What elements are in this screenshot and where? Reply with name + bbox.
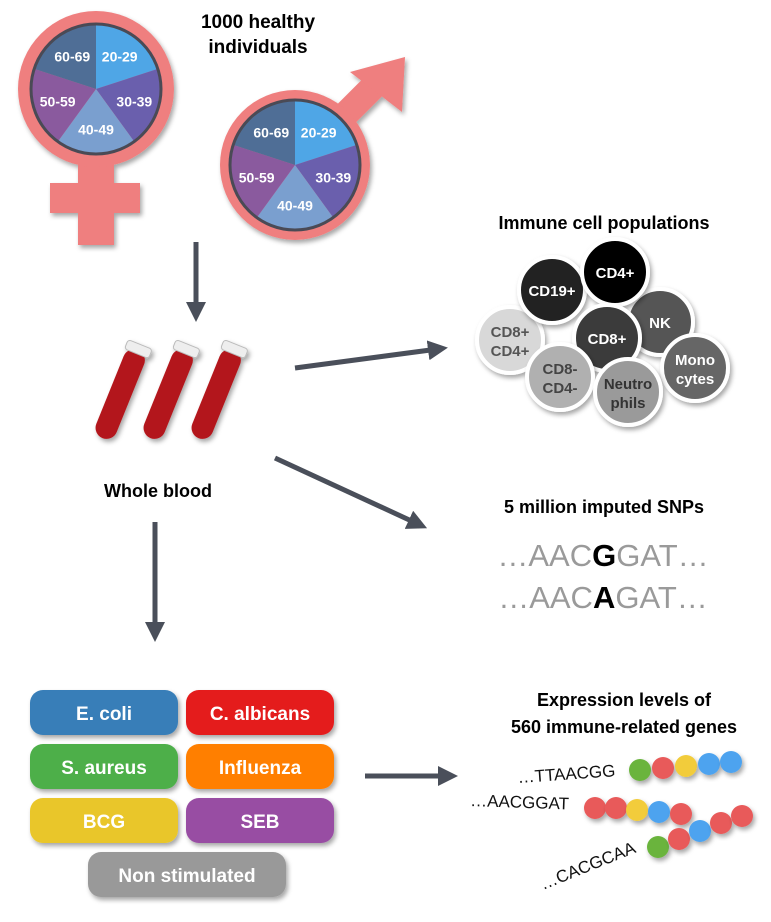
stimulus-label: BCG xyxy=(83,812,125,833)
cell-cd8cd4: CD8+ CD4+ xyxy=(475,305,545,375)
stimulus-label: Influenza xyxy=(219,758,302,779)
expression-title-line2: 560 immune-related genes xyxy=(511,717,737,737)
stimulation-conditions: E. coli C. albicans S. aureus Influenza BCG S… xyxy=(30,690,334,897)
immune-cell-bubbles: CD8+ CD4+ CD19+ NK CD4+ CD8+ CD8- CD4- Mono cytes… xyxy=(475,237,730,427)
female-slice-20-29 xyxy=(96,24,158,89)
cell-label: CD4- xyxy=(542,380,577,397)
arrow-blood-to-snps xyxy=(273,455,428,529)
stimulus-e-coli: E. coli xyxy=(30,690,178,735)
bead-red xyxy=(670,803,692,825)
stimulus-label: C. albicans xyxy=(210,704,310,725)
cohort-title-line2: individuals xyxy=(208,37,307,58)
male-slice-20-29 xyxy=(295,100,357,165)
bead-yellow xyxy=(675,755,697,777)
whole-blood-label: Whole blood xyxy=(104,481,212,501)
female-age-label: 30-39 xyxy=(116,93,152,109)
bead-yellow xyxy=(626,799,648,821)
cell-cd8cd4: CD8- CD4- xyxy=(525,342,595,412)
stimulus-bcg: BCG xyxy=(30,798,178,843)
stimulus-s-aureus: S. aureus xyxy=(30,744,178,789)
snp-sequence-1: …AACGGAT… xyxy=(497,538,708,573)
stimulus-label: E. coli xyxy=(76,704,132,725)
bead-green xyxy=(629,759,651,781)
male-age-label: 40-49 xyxy=(277,197,313,213)
cell-label: phils xyxy=(610,395,645,412)
male-slice-40-49 xyxy=(256,165,334,231)
bead-green xyxy=(647,836,669,858)
female-age-label: 40-49 xyxy=(78,121,114,137)
cell-label: CD8+ xyxy=(491,324,530,341)
female-slice-40-49 xyxy=(57,89,135,155)
stimulus-c-albicans: C. albicans xyxy=(186,690,334,735)
bead-blue xyxy=(648,801,670,823)
bead-blue xyxy=(689,820,711,842)
cell-label: CD8+ xyxy=(588,331,627,348)
bead-blue xyxy=(698,753,720,775)
female-age-label: 20-29 xyxy=(102,48,138,64)
bead-red xyxy=(710,812,732,834)
cell-label: cytes xyxy=(676,371,714,388)
female-slice-50-59 xyxy=(31,68,97,142)
gene-sequence-1: …TTAACGG xyxy=(517,761,616,787)
male-slice-50-59 xyxy=(229,144,295,218)
bead-red xyxy=(584,797,606,819)
female-pie-border xyxy=(29,22,163,156)
cell-cd19: CD19+ xyxy=(517,255,587,325)
bead-red xyxy=(605,797,627,819)
stimulus-non-stimulated: Non stimulated xyxy=(88,852,286,897)
stimulus-label: S. aureus xyxy=(61,758,147,779)
snp-sequence-2: …AACAGAT… xyxy=(498,580,708,615)
bead-red xyxy=(652,757,674,779)
cell-label: CD4+ xyxy=(596,265,635,282)
female-slice-60-69 xyxy=(34,24,96,89)
stimulus-label: Non stimulated xyxy=(118,866,255,887)
snp-variant-2: A xyxy=(593,580,615,615)
arrow-blood-to-cells xyxy=(294,340,448,371)
cohort-title-line1: 1000 healthy xyxy=(201,12,315,33)
bead-blue xyxy=(720,751,742,773)
female-age-label: 60-69 xyxy=(54,48,90,64)
stimulus-seb: SEB xyxy=(186,798,334,843)
female-slice-30-39 xyxy=(96,68,162,142)
male-age-label: 30-39 xyxy=(315,169,351,185)
male-age-label: 20-29 xyxy=(301,124,337,140)
snps-title: 5 million imputed SNPs xyxy=(504,497,704,517)
cell-label: CD4+ xyxy=(491,343,530,360)
bead-red xyxy=(731,805,753,827)
arrows xyxy=(145,242,458,786)
cell-label: Mono xyxy=(675,352,715,369)
stimulus-label: SEB xyxy=(240,812,279,833)
blood-tubes-icon xyxy=(95,339,248,439)
male-age-label: 50-59 xyxy=(239,169,275,185)
male-slice-60-69 xyxy=(233,100,295,165)
cell-monocytes: Mono cytes xyxy=(660,333,730,403)
cell-label: CD8- xyxy=(542,361,577,378)
gene-sequence-3: …CACGCAA xyxy=(537,838,638,894)
female-age-label: 50-59 xyxy=(40,93,76,109)
cell-cd8: CD8+ xyxy=(572,303,642,373)
snp-variant-1: G xyxy=(592,538,616,573)
cell-label: CD19+ xyxy=(528,283,575,300)
cell-neutrophils: Neutro phils xyxy=(593,357,663,427)
male-pie-border xyxy=(228,98,362,232)
expression-beads xyxy=(584,751,753,858)
bead-red xyxy=(668,828,690,850)
cell-cd4: CD4+ xyxy=(580,237,650,307)
immune-cells-title: Immune cell populations xyxy=(498,213,709,233)
cell-label: Neutro xyxy=(604,376,652,393)
stimulus-influenza: Influenza xyxy=(186,744,334,789)
cell-label: NK xyxy=(649,315,671,332)
expression-title-line1: Expression levels of xyxy=(537,690,712,710)
male-slice-30-39 xyxy=(295,144,360,218)
male-age-label: 60-69 xyxy=(253,124,289,140)
gene-sequence-2: …AACGGAT xyxy=(470,791,569,813)
